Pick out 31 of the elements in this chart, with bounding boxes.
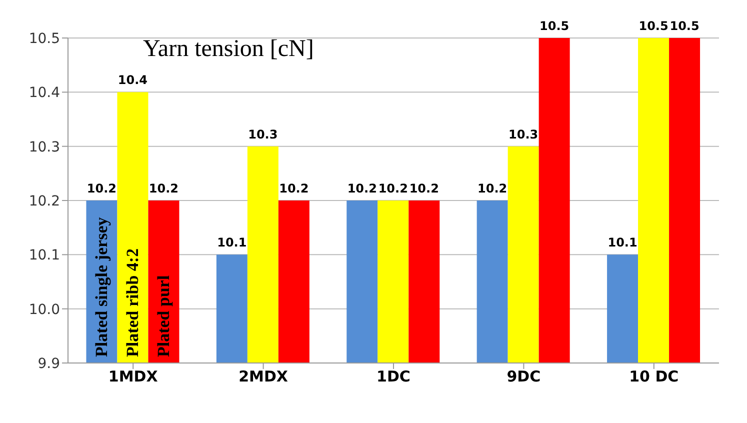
x-tick-label: 1DC xyxy=(376,368,410,386)
data-label: 10.5 xyxy=(670,19,700,33)
series-label: Plated single jersey xyxy=(92,216,112,357)
data-label: 10.4 xyxy=(118,73,148,88)
data-label: 10.5 xyxy=(540,19,570,33)
data-label: 10.1 xyxy=(608,236,638,250)
data-label: 10.2 xyxy=(148,182,179,196)
data-label: 10.3 xyxy=(248,127,278,142)
data-label: 10.2 xyxy=(478,182,508,196)
y-tick-label: 10.5 xyxy=(28,30,60,47)
data-label: 10.3 xyxy=(508,127,538,142)
data-label: 10.2 xyxy=(86,182,117,196)
x-tick-label: 1MDX xyxy=(108,368,158,386)
y-tick-label: 10.1 xyxy=(28,248,60,264)
data-label: 10.2 xyxy=(378,182,408,196)
x-tick-label: 10 DC xyxy=(629,368,679,386)
y-tick-label: 10.2 xyxy=(28,193,60,210)
data-label: 10.5 xyxy=(638,19,668,33)
y-tick-label: 9.9 xyxy=(38,356,60,372)
series-label: Plated purl xyxy=(154,275,174,357)
series-label: Plated ribb 4:2 xyxy=(123,248,142,357)
data-label: 10.2 xyxy=(347,182,377,196)
data-label: 10.2 xyxy=(409,182,439,196)
data-label: 10.1 xyxy=(217,236,247,250)
y-tick-label: 10.3 xyxy=(28,139,60,156)
y-tick-label: 10.0 xyxy=(28,302,60,318)
x-tick-label: 2MDX xyxy=(238,368,288,386)
y-tick-label: 10.4 xyxy=(28,85,60,102)
chart-title: Yarn tension [cN] xyxy=(143,36,314,62)
x-tick-label: 9DC xyxy=(506,368,541,386)
data-label: 10.2 xyxy=(279,182,309,196)
